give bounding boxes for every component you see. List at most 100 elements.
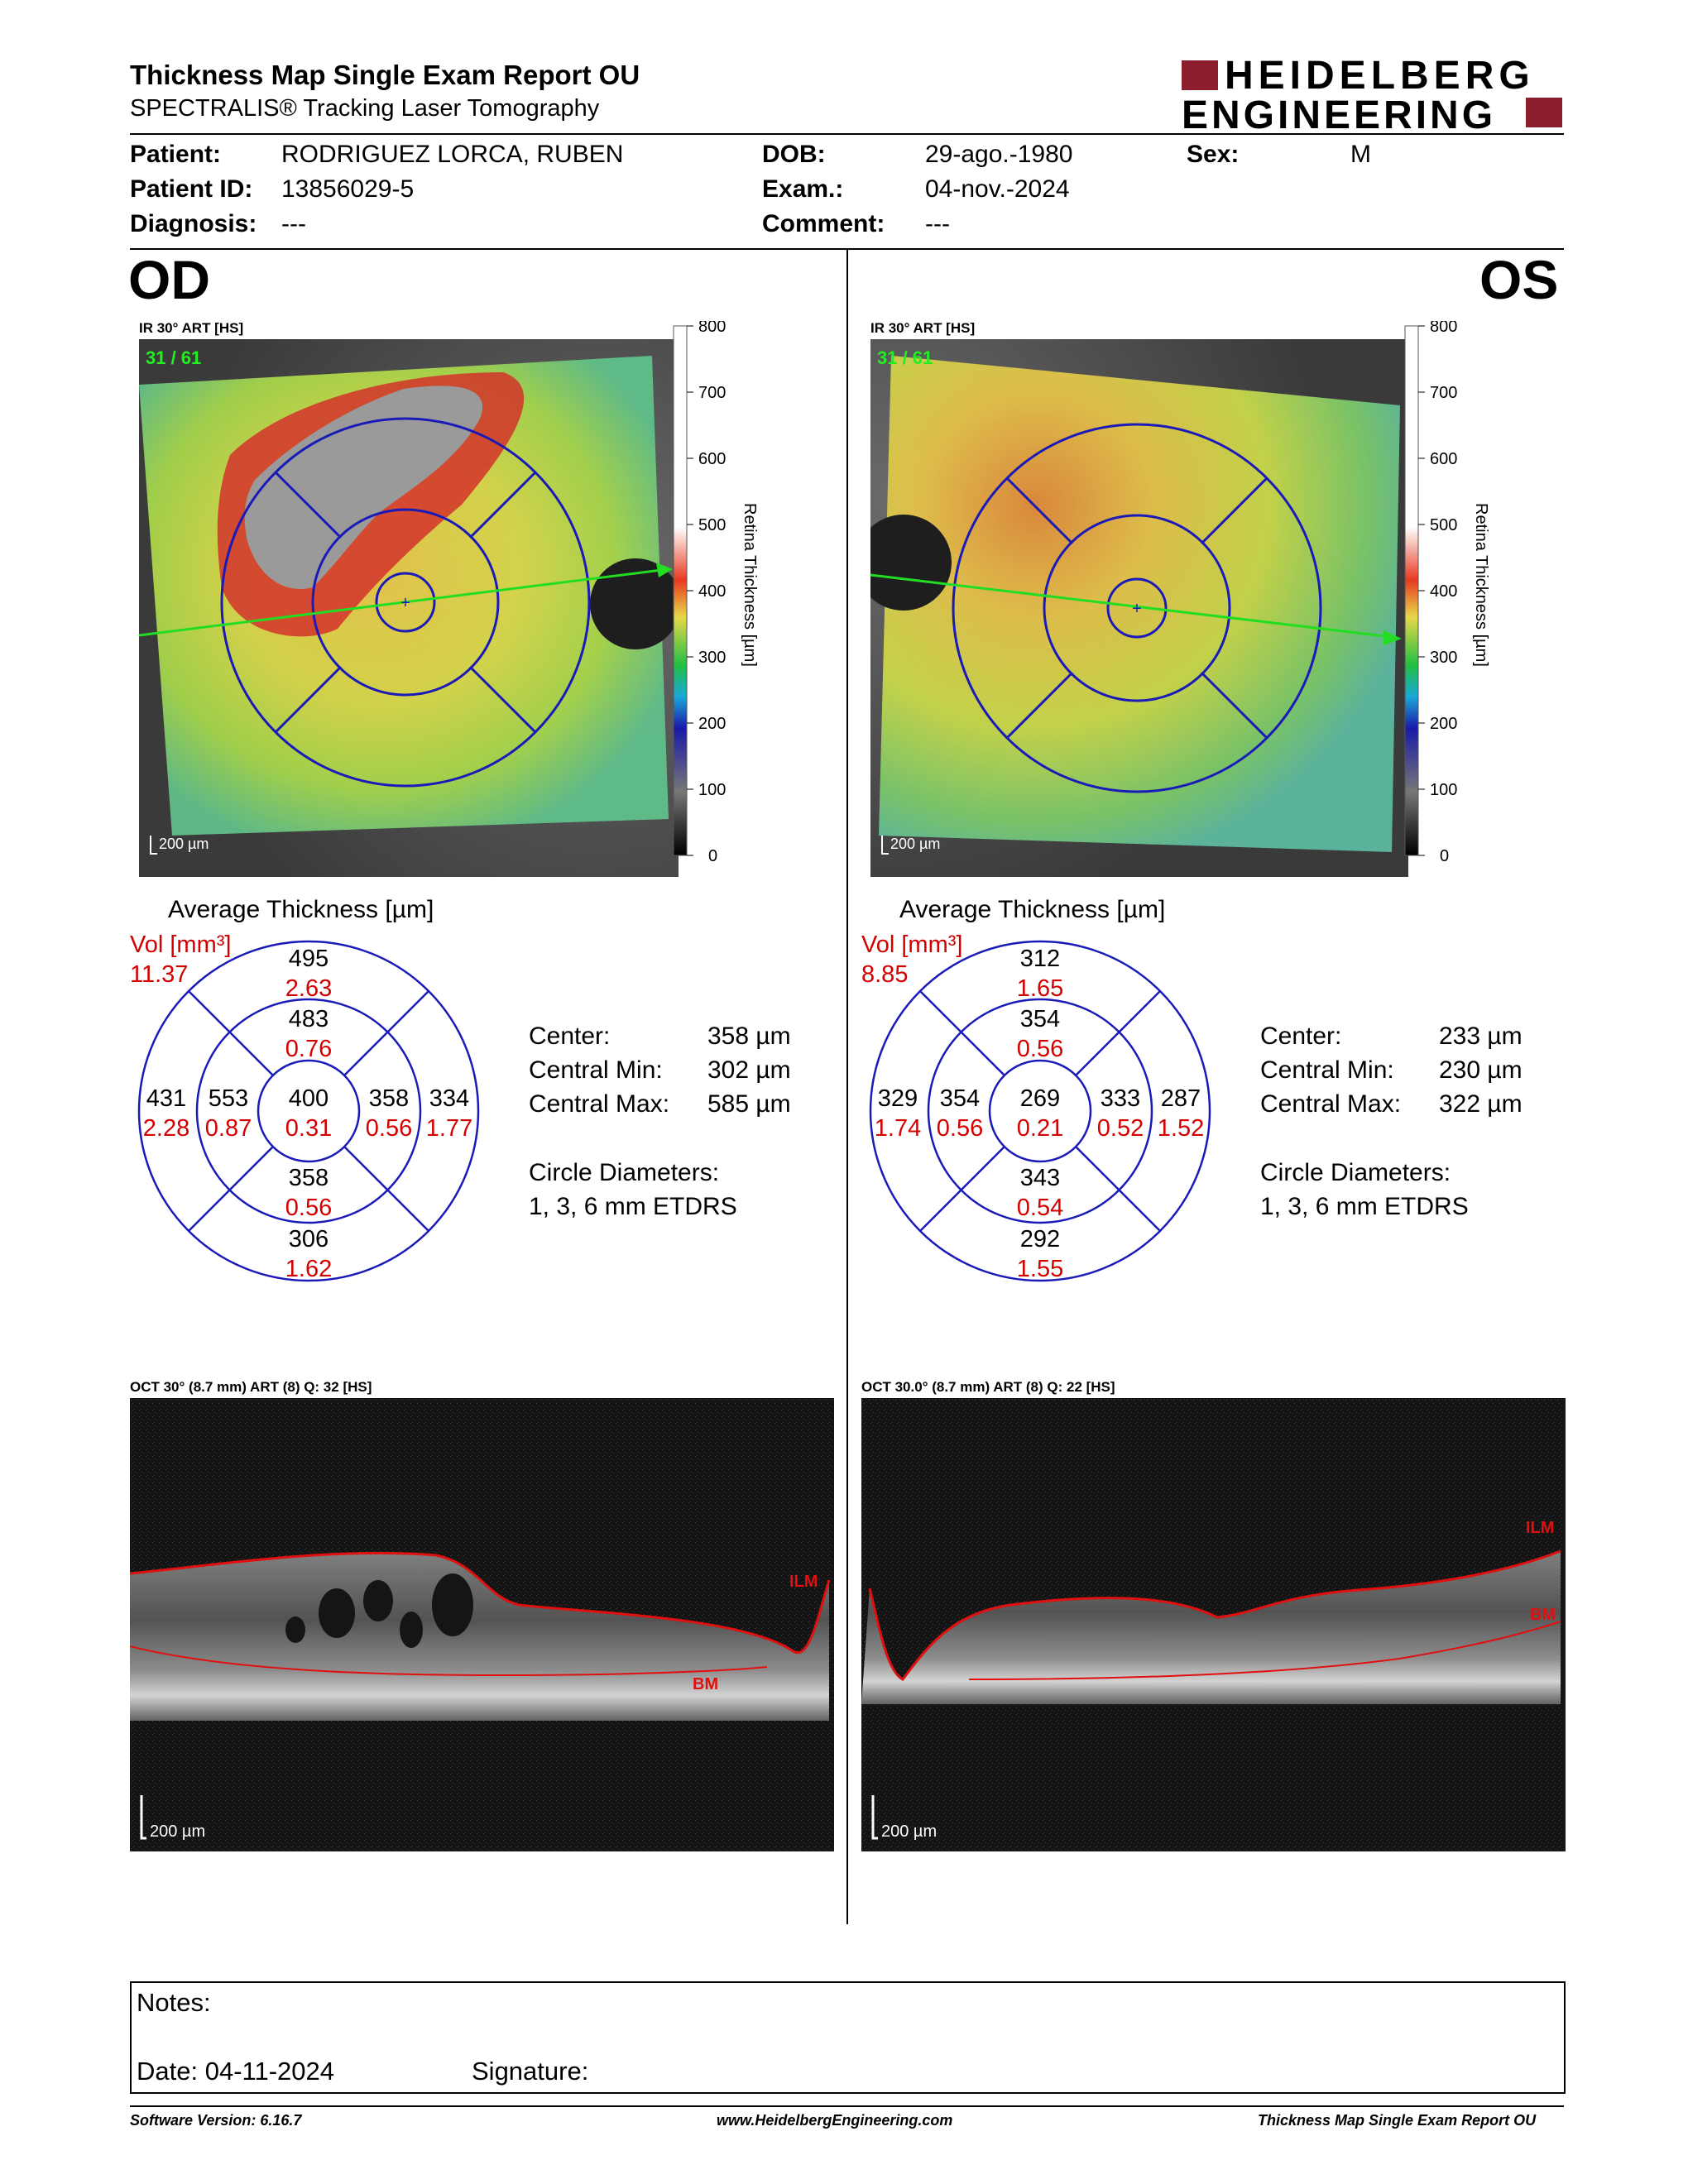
os-ir-caption: IR 30° ART [HS] bbox=[870, 320, 976, 336]
dob-label: DOB: bbox=[762, 141, 826, 168]
od-bm-line bbox=[130, 1645, 768, 1677]
os-outer-left-thickness: 329 bbox=[878, 1085, 918, 1112]
od-frame-counter: 31 / 61 bbox=[146, 347, 201, 368]
os-inner-left-thickness: 354 bbox=[940, 1085, 980, 1112]
os-cmin-value: 230 µm bbox=[1439, 1056, 1523, 1084]
od-outer-sup-volume: 2.63 bbox=[285, 975, 332, 1002]
os-inner-inf-volume: 0.54 bbox=[1017, 1195, 1063, 1221]
os-center-volume: 0.21 bbox=[1017, 1115, 1063, 1142]
patient-rule bbox=[130, 248, 1564, 250]
os-cmax-value: 322 µm bbox=[1439, 1090, 1523, 1118]
footer-rule bbox=[130, 2105, 1564, 2107]
comment-label: Comment: bbox=[762, 210, 885, 237]
heidelberg-logo: HEIDELBERG ENGINEERING bbox=[1182, 54, 1562, 137]
os-optic-disc bbox=[870, 515, 952, 611]
od-inner-inf-thickness: 358 bbox=[289, 1165, 328, 1191]
os-inner-sup-volume: 0.56 bbox=[1017, 1036, 1063, 1062]
os-ilm-label: ILM bbox=[1526, 1519, 1554, 1537]
od-oct-scale-bracket-icon bbox=[140, 1795, 146, 1840]
od-ilm-line bbox=[130, 1551, 831, 1654]
patient-id-label: Patient ID: bbox=[130, 175, 253, 203]
od-center-value: 358 µm bbox=[707, 1023, 791, 1050]
dob-value: 29-ago.-1980 bbox=[925, 141, 1073, 168]
od-scale-bracket-icon bbox=[150, 836, 157, 855]
od-thickness-map: + 31 / 61 200 µm bbox=[139, 339, 679, 877]
os-oct-bscan: ILM BM 200 µm bbox=[861, 1398, 1566, 1851]
center-divider bbox=[846, 250, 848, 1924]
od-colorbar-label: Retina Thickness [µm] bbox=[741, 503, 759, 667]
od-ilm-label: ILM bbox=[789, 1573, 818, 1591]
footer-report-name: Thickness Map Single Exam Report OU bbox=[1258, 2112, 1537, 2129]
diagnosis-label: Diagnosis: bbox=[130, 210, 257, 237]
od-cmax-label: Central Max: bbox=[529, 1090, 670, 1118]
od-cystic-spaces bbox=[285, 1573, 473, 1648]
od-colorbar-gradient bbox=[673, 325, 688, 856]
report-title: Thickness Map Single Exam Report OU bbox=[130, 60, 640, 90]
footer-website[interactable]: www.HeidelbergEngineering.com bbox=[717, 2112, 953, 2129]
od-colorbar-tick-500: 500 bbox=[698, 516, 726, 534]
od-outer-inf-thickness: 306 bbox=[289, 1226, 328, 1252]
od-circle-value: 1, 3, 6 mm ETDRS bbox=[529, 1193, 737, 1220]
os-map-scale: 200 µm bbox=[890, 836, 940, 852]
os-outer-sup-volume: 1.65 bbox=[1017, 975, 1063, 1002]
logo-square-bottom bbox=[1526, 98, 1562, 127]
logo-text-top: HEIDELBERG bbox=[1225, 54, 1535, 98]
od-colorbar-tick-0: 0 bbox=[708, 847, 717, 865]
od-center-thickness: 400 bbox=[289, 1085, 328, 1112]
od-etdrs-center-ring bbox=[257, 1059, 361, 1163]
od-inner-left-volume: 0.87 bbox=[205, 1115, 252, 1142]
os-cmin-label: Central Min: bbox=[1260, 1056, 1394, 1084]
od-etdrs-divider-nw bbox=[188, 990, 274, 1076]
patient-id-value: 13856029-5 bbox=[281, 175, 415, 203]
os-inner-inf-thickness: 343 bbox=[1020, 1165, 1060, 1191]
od-vol-label: Vol [mm³] bbox=[130, 932, 232, 958]
od-inner-left-thickness: 553 bbox=[209, 1085, 248, 1112]
os-retina-tissue bbox=[861, 1551, 1561, 1704]
od-colorbar-tick-400: 400 bbox=[698, 582, 726, 601]
os-bm-line bbox=[968, 1621, 1561, 1680]
os-outer-sup-thickness: 312 bbox=[1020, 946, 1060, 972]
notes-date: Date: 04-11-2024 bbox=[137, 2057, 334, 2086]
od-oct-bscan: ILM BM 200 µm bbox=[130, 1398, 834, 1851]
od-outer-right-thickness: 334 bbox=[429, 1085, 469, 1112]
notes-box[interactable] bbox=[130, 1981, 1566, 2094]
os-frame-counter: 31 / 61 bbox=[877, 347, 933, 368]
od-inner-sup-thickness: 483 bbox=[289, 1006, 328, 1032]
sex-label: Sex: bbox=[1187, 141, 1240, 168]
os-etdrs-grid bbox=[952, 423, 1322, 793]
od-etdrs-chart: 495 2.63 483 0.76 431 2.28 553 0.87 400 … bbox=[137, 940, 480, 1282]
os-outer-inf-thickness: 292 bbox=[1020, 1226, 1060, 1252]
os-colorbar-tick-600: 600 bbox=[1430, 450, 1457, 468]
os-etdrs-outer-ring bbox=[869, 940, 1211, 1282]
diagnosis-value: --- bbox=[281, 210, 306, 237]
os-outer-inf-volume: 1.55 bbox=[1017, 1256, 1063, 1282]
od-oct-caption: OCT 30° (8.7 mm) ART (8) Q: 32 [HS] bbox=[130, 1379, 372, 1395]
exam-label: Exam.: bbox=[762, 175, 844, 203]
os-scan-arrow-icon bbox=[1383, 630, 1402, 645]
os-avg-title: Average Thickness [µm] bbox=[899, 896, 1166, 923]
os-colorbar-label: Retina Thickness [µm] bbox=[1472, 503, 1490, 667]
od-inner-sup-volume: 0.76 bbox=[285, 1036, 332, 1062]
comment-value: --- bbox=[925, 210, 950, 237]
od-etdrs-outer-ring bbox=[137, 940, 480, 1282]
os-colorbar-tick-700: 700 bbox=[1430, 384, 1457, 402]
od-vol-total: 11.37 bbox=[130, 961, 189, 988]
od-ir-caption: IR 30° ART [HS] bbox=[139, 320, 244, 336]
os-circle-label: Circle Diameters: bbox=[1260, 1159, 1451, 1186]
patient-label: Patient: bbox=[130, 141, 222, 168]
notes-signature-label: Signature: bbox=[472, 2057, 589, 2086]
od-cystic-region bbox=[244, 386, 483, 589]
od-map-scale: 200 µm bbox=[159, 836, 209, 852]
od-colorbar-tick-800: 800 bbox=[698, 321, 726, 336]
od-outer-inf-volume: 1.62 bbox=[285, 1256, 332, 1282]
os-thickness-map: + 31 / 61 200 µm bbox=[870, 339, 1408, 877]
logo-square-top bbox=[1182, 60, 1218, 90]
od-colorbar-tick-100: 100 bbox=[698, 781, 726, 799]
os-cmax-label: Central Max: bbox=[1260, 1090, 1402, 1118]
os-oct-caption: OCT 30.0° (8.7 mm) ART (8) Q: 22 [HS] bbox=[861, 1379, 1115, 1395]
od-avg-title: Average Thickness [µm] bbox=[168, 896, 434, 923]
os-outer-right-thickness: 287 bbox=[1161, 1085, 1201, 1112]
od-colorbar-tick-marks bbox=[687, 325, 693, 856]
od-oct-scale: 200 µm bbox=[150, 1822, 205, 1841]
od-inner-right-thickness: 358 bbox=[369, 1085, 409, 1112]
